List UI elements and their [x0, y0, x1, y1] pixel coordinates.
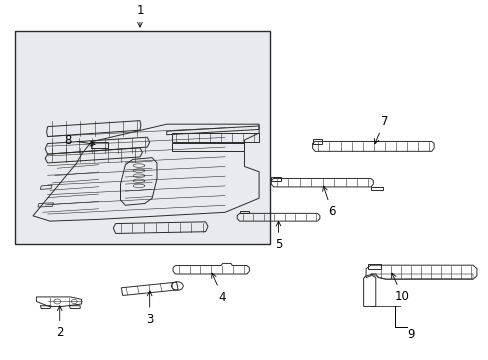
Text: 2: 2 — [56, 306, 63, 339]
Text: 9: 9 — [407, 328, 414, 341]
Text: 7: 7 — [374, 115, 387, 144]
Text: 4: 4 — [211, 273, 226, 303]
Text: 8: 8 — [64, 134, 95, 147]
Text: 1: 1 — [136, 4, 143, 27]
Bar — [15, 31, 270, 244]
Text: 6: 6 — [322, 186, 335, 218]
Text: 5: 5 — [274, 221, 282, 251]
Text: 3: 3 — [146, 291, 153, 326]
Text: 10: 10 — [391, 273, 409, 303]
